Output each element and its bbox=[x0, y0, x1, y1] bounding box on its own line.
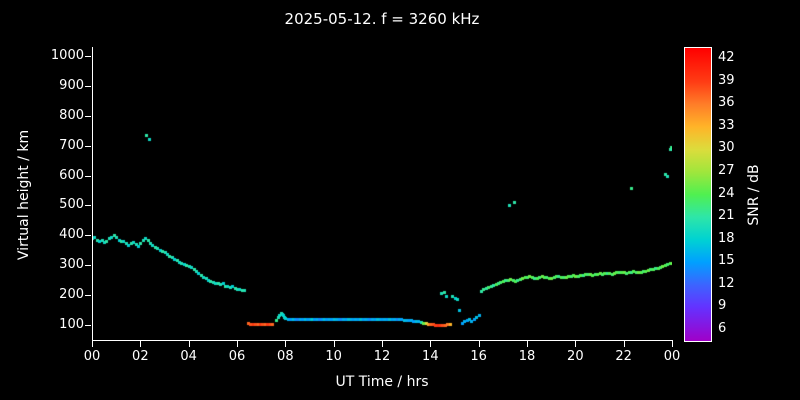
colorbar-tick-label: 30 bbox=[718, 140, 735, 156]
colorbar-tick-label: 15 bbox=[718, 253, 735, 269]
x-tick-mark bbox=[188, 341, 190, 347]
snr-colorbar bbox=[684, 47, 712, 342]
y-tick-mark bbox=[85, 55, 91, 57]
y-tick-label: 600 bbox=[59, 167, 84, 183]
x-tick-mark bbox=[285, 341, 287, 347]
x-tick-label: 16 bbox=[470, 349, 487, 364]
y-axis-line bbox=[92, 47, 93, 341]
colorbar-tick-label: 42 bbox=[718, 50, 735, 66]
colorbar-tick-label: 24 bbox=[718, 185, 735, 201]
y-tick-mark bbox=[85, 175, 91, 177]
y-tick-mark bbox=[85, 325, 91, 327]
x-tick-mark bbox=[575, 341, 577, 347]
y-tick-mark bbox=[85, 85, 91, 87]
y-tick-label: 1000 bbox=[50, 47, 84, 63]
x-tick-mark bbox=[478, 341, 480, 347]
x-tick-mark bbox=[623, 341, 625, 347]
colorbar-tick-label: 39 bbox=[718, 72, 735, 88]
x-tick-mark bbox=[382, 341, 383, 347]
x-tick-label: 12 bbox=[373, 349, 391, 364]
y-tick-mark bbox=[85, 115, 91, 117]
colorbar-tick-label: 21 bbox=[718, 208, 735, 224]
x-tick-mark bbox=[140, 341, 142, 347]
x-axis-line bbox=[92, 340, 673, 341]
colorbar-tick-label: 9 bbox=[718, 298, 727, 314]
y-tick-label: 300 bbox=[59, 257, 84, 273]
x-tick-label: 22 bbox=[615, 349, 632, 364]
y-tick-mark bbox=[85, 295, 91, 297]
x-tick-label: 18 bbox=[518, 349, 536, 364]
x-tick-mark bbox=[430, 341, 432, 347]
scatter-canvas bbox=[92, 47, 672, 340]
chart-title: 2025-05-12. f = 3260 kHz bbox=[284, 10, 480, 28]
y-axis-label: Virtual height / km bbox=[16, 129, 32, 261]
y-tick-mark bbox=[85, 145, 91, 147]
x-tick-mark bbox=[333, 341, 335, 347]
colorbar-tick-label: 6 bbox=[718, 320, 727, 336]
x-tick-label: 00 bbox=[663, 349, 681, 364]
colorbar-tick-label: 33 bbox=[718, 117, 735, 133]
y-tick-label: 700 bbox=[59, 137, 84, 153]
y-tick-mark bbox=[85, 205, 91, 207]
x-tick-label: 06 bbox=[228, 349, 246, 364]
y-tick-label: 200 bbox=[59, 287, 84, 303]
x-tick-mark bbox=[237, 341, 238, 347]
x-tick-mark bbox=[672, 341, 673, 347]
colorbar-tick-label: 36 bbox=[718, 95, 735, 111]
x-tick-label: 02 bbox=[132, 349, 149, 364]
x-tick-label: 10 bbox=[325, 349, 342, 364]
colorbar-tick-label: 27 bbox=[718, 162, 735, 178]
y-tick-mark bbox=[85, 235, 91, 237]
y-tick-label: 500 bbox=[59, 197, 84, 213]
y-tick-label: 400 bbox=[59, 227, 84, 243]
y-tick-mark bbox=[85, 265, 91, 267]
x-axis-label: UT Time / hrs bbox=[335, 374, 429, 390]
colorbar-tick-label: 12 bbox=[718, 275, 735, 291]
y-tick-label: 900 bbox=[59, 77, 84, 93]
colorbar-tick-label: 18 bbox=[718, 230, 735, 246]
x-tick-mark bbox=[527, 341, 528, 347]
x-tick-mark bbox=[92, 341, 93, 347]
x-tick-label: 08 bbox=[277, 349, 294, 364]
x-tick-label: 00 bbox=[83, 349, 101, 364]
x-tick-label: 04 bbox=[180, 349, 197, 364]
y-tick-label: 100 bbox=[59, 317, 84, 333]
x-tick-label: 20 bbox=[567, 349, 584, 364]
y-tick-label: 800 bbox=[59, 107, 84, 123]
x-tick-label: 14 bbox=[422, 349, 439, 364]
